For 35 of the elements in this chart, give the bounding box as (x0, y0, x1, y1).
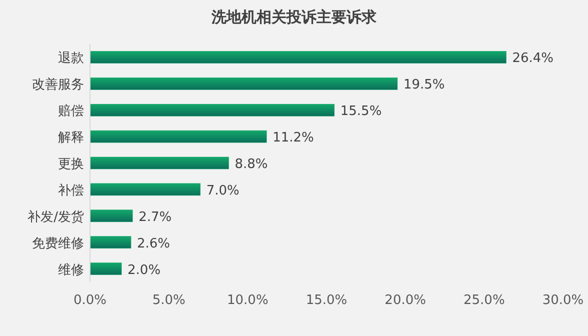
y-tick-label: 赔偿 (58, 104, 84, 120)
y-tick-label: 更换 (58, 157, 84, 172)
data-label: 26.4% (512, 51, 554, 66)
data-label: 19.5% (403, 78, 445, 93)
y-tick-label: 退款 (58, 51, 84, 66)
x-tick-label: 30.0% (542, 293, 584, 308)
data-label: 2.6% (136, 236, 170, 252)
bar (90, 51, 506, 64)
x-tick-label: 20.0% (384, 293, 426, 308)
bar (90, 236, 132, 248)
x-tick-label: 15.0% (306, 293, 348, 308)
data-label: 2.7% (138, 210, 172, 225)
data-label: 8.8% (234, 157, 268, 172)
y-tick-label: 解释 (58, 130, 84, 146)
y-tick-label: 维修 (58, 262, 84, 278)
x-tick-label: 10.0% (227, 293, 268, 308)
x-tick-label: 5.0% (152, 293, 186, 308)
y-tick-label: 补偿 (58, 183, 84, 198)
data-label: 2.0% (128, 262, 161, 278)
data-label: 11.2% (272, 130, 314, 146)
chart-title: 洗地机相关投诉主要诉求 (210, 8, 378, 26)
bar (90, 262, 122, 275)
data-label: 15.5% (340, 104, 382, 120)
y-tick-label: 免费维修 (32, 236, 84, 252)
bar (90, 156, 229, 170)
data-label: 7.0% (206, 183, 240, 198)
x-tick-label: 0.0% (73, 293, 107, 308)
bar (90, 210, 133, 222)
y-tick-label: 补发/发货 (28, 210, 84, 225)
bar (90, 130, 267, 143)
x-tick-label: 25.0% (464, 293, 505, 308)
bar (90, 104, 335, 116)
bar (90, 183, 201, 196)
bar (90, 78, 398, 90)
y-tick-label: 改善服务 (32, 76, 84, 93)
